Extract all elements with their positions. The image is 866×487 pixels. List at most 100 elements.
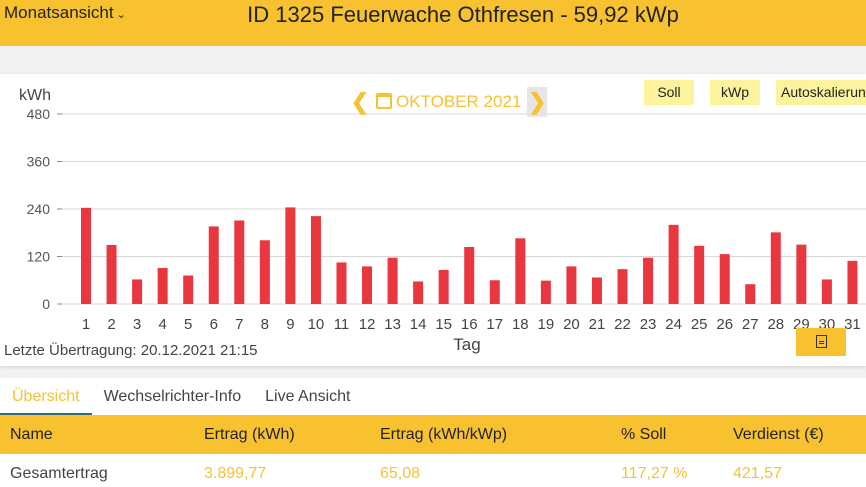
bar <box>234 220 245 304</box>
chevron-down-icon: ⌄ <box>116 9 126 21</box>
x-tick-label: 23 <box>640 316 657 333</box>
bar <box>81 207 91 304</box>
x-tick-label: 5 <box>184 316 192 333</box>
bar <box>413 281 424 304</box>
bar <box>643 257 654 304</box>
y-tick-label: 480 <box>27 106 51 122</box>
y-tick-label: 240 <box>27 201 51 217</box>
bar <box>540 280 551 304</box>
x-tick-label: 15 <box>435 316 452 333</box>
bar <box>310 216 321 304</box>
bar <box>464 247 475 304</box>
tab-bar: Übersicht Wechselrichter-Info Live Ansic… <box>0 378 363 415</box>
next-month-button[interactable]: ❯ <box>527 87 548 117</box>
x-tick-label: 9 <box>286 316 294 333</box>
x-tick-label: 2 <box>107 316 115 333</box>
x-tick-label: 10 <box>308 316 325 333</box>
x-tick-label: 27 <box>742 316 759 333</box>
x-tick-label: 20 <box>563 316 580 333</box>
x-tick-label: 13 <box>384 316 401 333</box>
bar <box>591 277 602 304</box>
cell-percent-target: 117,27 % <box>621 465 688 482</box>
bar <box>694 245 705 304</box>
x-tick-label: 24 <box>665 316 682 333</box>
table-row: Gesamtertrag 3.899,77 65,08 117,27 % 421… <box>0 454 866 487</box>
y-tick-label: 120 <box>27 249 51 265</box>
bar <box>796 244 807 304</box>
x-tick-label: 26 <box>716 316 733 333</box>
bar <box>847 260 858 304</box>
cell-name: Gesamtertrag <box>10 465 108 482</box>
kwp-toggle-button[interactable]: kWp <box>710 80 760 105</box>
bar <box>617 269 628 304</box>
cell-yield-per-kwp: 65,08 <box>380 465 421 482</box>
cell-earnings: 421,57 <box>733 465 782 482</box>
x-axis-label: Tag <box>453 335 480 354</box>
calendar-icon <box>376 93 392 109</box>
chart-card: kWh 0 120 240 360 480 1 2 3 4 5 6 7 8 9 10 11 12 13 14 15 16 1… <box>0 74 866 366</box>
bar <box>157 267 168 304</box>
x-tick-label: 11 <box>334 316 350 333</box>
bar <box>336 262 347 304</box>
bar <box>719 254 730 304</box>
pdf-icon <box>815 335 827 348</box>
col-header-yield-per-kwp: Ertrag (kWh/kWp) <box>380 426 508 443</box>
month-text: OKTOBER 2021 <box>396 92 522 111</box>
x-tick-label: 14 <box>410 316 427 333</box>
x-tick-label: 3 <box>133 316 141 333</box>
pdf-export-button[interactable] <box>796 328 846 356</box>
bar <box>566 266 577 304</box>
x-tick-label: 6 <box>210 316 218 333</box>
y-axis-label: kWh <box>19 87 51 104</box>
month-label: OKTOBER 2021 <box>376 92 521 112</box>
table-header: Name Ertrag (kWh) Ertrag (kWh/kWp) % Sol… <box>0 415 866 454</box>
bar <box>362 266 373 304</box>
x-tick-label: 8 <box>261 316 269 333</box>
tab-live-view[interactable]: Live Ansicht <box>265 388 351 405</box>
bar <box>745 284 756 304</box>
col-header-percent-target: % Soll <box>621 426 667 443</box>
bar <box>132 279 143 304</box>
x-tick-label: 28 <box>767 316 784 333</box>
top-bar: Monatsansicht ⌄ ID 1325 Feuerwache Othfre… <box>0 0 866 46</box>
view-mode-label: Monatsansicht <box>4 3 114 22</box>
page-title: ID 1325 Feuerwache Othfresen - 59,92 kWp <box>247 2 679 27</box>
bar <box>106 245 117 304</box>
x-tick-label: 7 <box>235 316 243 333</box>
x-tick-label: 25 <box>691 316 708 333</box>
y-tick-label: 0 <box>42 296 50 312</box>
x-tick-label: 4 <box>158 316 166 333</box>
col-header-earnings: Verdienst (€) <box>733 426 824 443</box>
x-tick-label: 22 <box>614 316 631 333</box>
x-tick-label: 31 <box>844 316 861 333</box>
bar <box>259 240 270 304</box>
bar <box>770 232 781 304</box>
bar <box>183 275 194 304</box>
view-mode-select[interactable]: Monatsansicht ⌄ <box>4 3 126 23</box>
x-tick-label: 18 <box>512 316 529 333</box>
prev-month-button[interactable]: ❮ <box>350 89 370 114</box>
autoscale-button[interactable]: Autoskalierung <box>776 80 866 105</box>
details-panel: Übersicht Wechselrichter-Info Live Ansic… <box>0 378 866 487</box>
tab-inverter-info[interactable]: Wechselrichter-Info <box>103 388 242 405</box>
soll-toggle-button[interactable]: Soll <box>644 80 694 105</box>
bar <box>285 207 296 304</box>
x-tick-label: 21 <box>589 316 606 333</box>
col-header-yield: Ertrag (kWh) <box>204 426 295 443</box>
tab-overview[interactable]: Übersicht <box>0 378 92 415</box>
y-tick-label: 360 <box>27 154 51 170</box>
x-tick-label: 1 <box>82 316 90 333</box>
x-tick-label: 12 <box>359 316 376 333</box>
bar <box>821 279 832 304</box>
bar <box>668 224 679 304</box>
bar <box>489 280 500 304</box>
bar <box>208 226 219 304</box>
bar <box>438 269 449 304</box>
bar <box>515 238 526 304</box>
last-transmission: Letzte Übertragung: 20.12.2021 21:15 <box>4 342 258 359</box>
cell-yield: 3.899,77 <box>204 465 267 482</box>
month-navigation: ❮ OKTOBER 2021 ❯ <box>350 87 548 117</box>
x-tick-label: 17 <box>486 316 503 333</box>
col-header-name: Name <box>10 426 53 443</box>
